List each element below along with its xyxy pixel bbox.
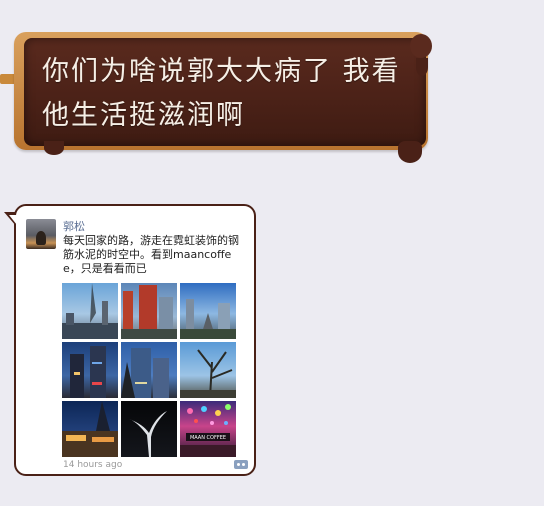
chocolate-drip <box>416 58 428 76</box>
post-text: 每天回家的路，游走在霓虹装饰的钢筋水泥的时空中。看到maancoffee，只是看… <box>63 234 239 275</box>
avatar-figure <box>36 231 46 245</box>
chocolate-drip <box>44 141 64 155</box>
chat-bubble-sticker[interactable]: 你们为啥说郭大大病了 我看他生活挺滋润啊 <box>0 28 440 166</box>
city-canal-photo[interactable] <box>62 283 118 339</box>
bubble-tail-inner <box>9 215 17 225</box>
chocolate-drip <box>410 34 432 58</box>
dusk-towers-photo[interactable] <box>62 342 118 398</box>
night-street-photo[interactable] <box>62 401 118 457</box>
bubble-stick <box>0 74 26 84</box>
post-author-name[interactable]: 郭松 <box>63 220 85 233</box>
post-timestamp: 14 hours ago <box>63 460 123 470</box>
comment-icon[interactable] <box>234 460 248 469</box>
red-tower-photo[interactable] <box>121 283 177 339</box>
avatar[interactable] <box>26 219 56 249</box>
storefront-sign: MAAN COFFEE <box>190 435 226 441</box>
maancoffee-storefront-photo[interactable]: MAAN COFFEE <box>180 401 236 457</box>
glass-tower-photo[interactable] <box>121 342 177 398</box>
chocolate-drip <box>398 141 422 163</box>
tree-silhouette-photo[interactable] <box>180 342 236 398</box>
photo-grid: MAAN COFFEE <box>62 283 236 457</box>
skyscraper-walkway-photo[interactable] <box>180 283 236 339</box>
chat-message-text: 你们为啥说郭大大病了 我看他生活挺滋润啊 <box>42 56 401 131</box>
bubble-body <box>24 38 426 146</box>
white-sculpture-photo[interactable] <box>121 401 177 457</box>
